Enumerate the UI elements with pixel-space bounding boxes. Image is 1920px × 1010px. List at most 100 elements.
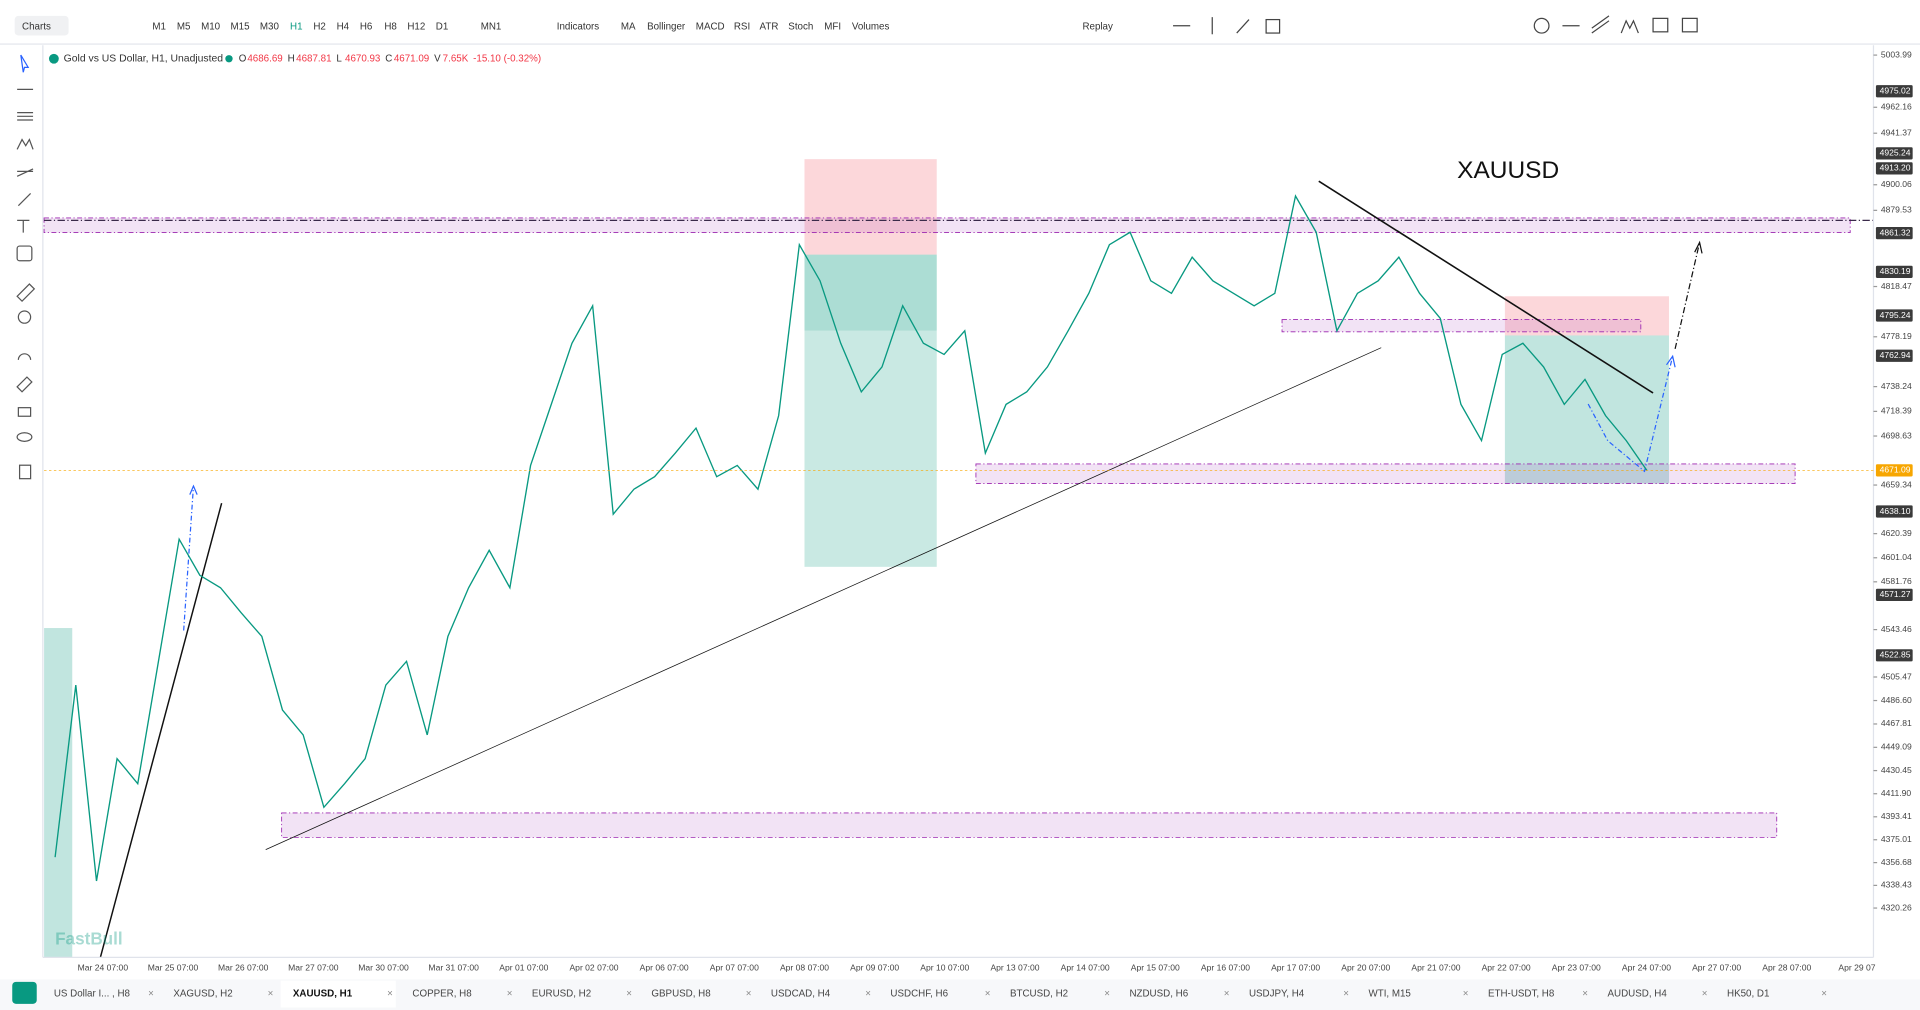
timeframe[interactable]: M15 (230, 22, 250, 33)
close-tab[interactable]: × (1224, 989, 1230, 1000)
magnet-tool[interactable] (17, 353, 32, 361)
timeframe[interactable]: H6 (360, 22, 373, 33)
timeframe[interactable]: H2 (313, 22, 326, 33)
arrow-head (1694, 240, 1703, 254)
close-tab[interactable]: × (1463, 989, 1469, 1000)
close-tab[interactable]: × (985, 989, 991, 1000)
indicator-button[interactable]: Indicators (557, 22, 600, 33)
tool-icon[interactable] (1591, 15, 1610, 34)
timeframe[interactable]: M1 (152, 22, 166, 33)
time-label: Apr 08 07:00 (780, 963, 829, 973)
tool-icon[interactable] (1236, 19, 1250, 34)
visibility-tool[interactable] (16, 432, 33, 442)
symbol-tab[interactable]: ETH-USDT, H8 (1488, 989, 1555, 1000)
replay-button[interactable]: Replay (1082, 22, 1113, 33)
timeframe[interactable]: M5 (177, 22, 191, 33)
timeframe[interactable]: M10 (201, 22, 221, 33)
symbol-tab[interactable]: NZDUSD, H6 (1129, 989, 1188, 1000)
close-tab[interactable]: × (1702, 989, 1708, 1000)
time-label: Apr 22 07:00 (1482, 963, 1531, 973)
close-tab[interactable]: × (1343, 989, 1349, 1000)
tool-icon[interactable] (1652, 17, 1669, 33)
lock-drawings-tool[interactable] (16, 376, 33, 393)
favorites-button[interactable] (12, 981, 37, 1004)
timeframe[interactable]: M30 (260, 22, 280, 33)
price-badge (1875, 147, 1913, 160)
charts-button[interactable] (14, 15, 69, 36)
symbol-tab[interactable]: GBPUSD, H8 (651, 989, 711, 1000)
active-tab[interactable] (280, 980, 396, 1008)
close-tab[interactable]: × (1582, 989, 1588, 1000)
symbol-tab[interactable]: AUDUSD, H4 (1608, 989, 1668, 1000)
time-label: Apr 09 07:00 (850, 963, 899, 973)
delete-tool[interactable] (18, 464, 32, 480)
symbol-tab[interactable]: USDCAD, H4 (771, 989, 831, 1000)
indicator-button[interactable]: Bollinger (647, 22, 686, 33)
close-tab[interactable]: × (1104, 989, 1110, 1000)
projection-path (1674, 242, 1701, 350)
indicator-button[interactable]: MACD (696, 22, 725, 33)
symbol-tab[interactable]: HK50, D1 (1727, 989, 1769, 1000)
indicator-button[interactable]: MA (621, 22, 636, 33)
symbol-tab[interactable]: USDJPY, H4 (1249, 989, 1305, 1000)
cursor-tool[interactable] (20, 54, 30, 73)
text-tool[interactable] (17, 219, 30, 233)
symbol-icon (48, 53, 59, 64)
ohlc-label: O (239, 53, 247, 64)
timeframe[interactable]: D1 (436, 22, 449, 33)
symbol-name: Gold vs US Dollar, H1, Unadjusted (64, 54, 224, 65)
note-tool[interactable] (16, 245, 33, 262)
charts-label[interactable]: Charts (22, 22, 51, 33)
close-tab[interactable]: × (1821, 989, 1827, 1000)
price-tick-label: 4320.26 (1881, 902, 1912, 912)
symbol-tab[interactable]: XAUUSD, H1 (293, 989, 353, 1000)
price-tick-label: 4941.37 (1881, 127, 1912, 137)
tool-icon[interactable] (1265, 18, 1281, 34)
close-tab[interactable]: × (387, 989, 393, 1000)
tool-icon[interactable] (1533, 17, 1550, 34)
ohlc-value: 4687.81 (296, 53, 331, 64)
projection-tool[interactable] (16, 168, 34, 177)
change-value: -15.10 (-0.32%) (473, 53, 541, 64)
close-tab[interactable]: × (746, 989, 752, 1000)
indicator-button[interactable]: ATR (760, 22, 779, 33)
time-label: Mar 25 07:00 (148, 963, 199, 973)
close-tab[interactable]: × (626, 989, 632, 1000)
ruler-tool[interactable] (16, 283, 36, 303)
tool-icon[interactable] (1681, 17, 1698, 33)
timeframe[interactable]: MN1 (481, 22, 502, 33)
zoom-tool[interactable] (17, 310, 32, 324)
pattern-tool[interactable] (16, 138, 34, 150)
close-tab[interactable]: × (268, 989, 274, 1000)
price-badge (1875, 505, 1913, 518)
price-badge (1875, 309, 1913, 322)
time-label: Apr 10 07:00 (920, 963, 969, 973)
chart-annotation: XAUUSD (1457, 157, 1559, 184)
indicator-button[interactable]: Stoch (788, 22, 813, 33)
price-badge (1875, 349, 1913, 362)
timeframe[interactable]: H1 (290, 22, 303, 33)
indicator-button[interactable]: RSI (734, 22, 750, 33)
brush-tool[interactable] (17, 192, 32, 207)
price-badge-label: 4795.24 (1880, 310, 1911, 320)
timeframe[interactable]: H12 (407, 22, 425, 33)
symbol-tab[interactable]: WTI, M15 (1368, 989, 1411, 1000)
indicator-button[interactable]: MFI (824, 22, 841, 33)
indicator-button[interactable]: Volumes (852, 22, 890, 33)
timeframe[interactable]: H4 (337, 22, 350, 33)
symbol-tab[interactable]: USDCHF, H6 (890, 989, 948, 1000)
tool-icon[interactable] (1620, 19, 1639, 34)
price-tick-label: 4818.47 (1881, 281, 1912, 291)
symbol-tab[interactable]: BTCUSD, H2 (1010, 989, 1068, 1000)
symbol-tab[interactable]: COPPER, H8 (412, 989, 472, 1000)
symbol-tab[interactable]: XAGUSD, H2 (173, 989, 232, 1000)
close-tab[interactable]: × (865, 989, 871, 1000)
close-tab[interactable]: × (148, 989, 154, 1000)
symbol-tab[interactable]: US Dollar I... , H8 (54, 989, 131, 1000)
fib-tool[interactable] (17, 112, 34, 121)
symbol-tab[interactable]: EURUSD, H2 (532, 989, 591, 1000)
close-tab[interactable]: × (507, 989, 513, 1000)
timeframe[interactable]: H8 (384, 22, 397, 33)
lock-tool[interactable] (17, 407, 32, 417)
